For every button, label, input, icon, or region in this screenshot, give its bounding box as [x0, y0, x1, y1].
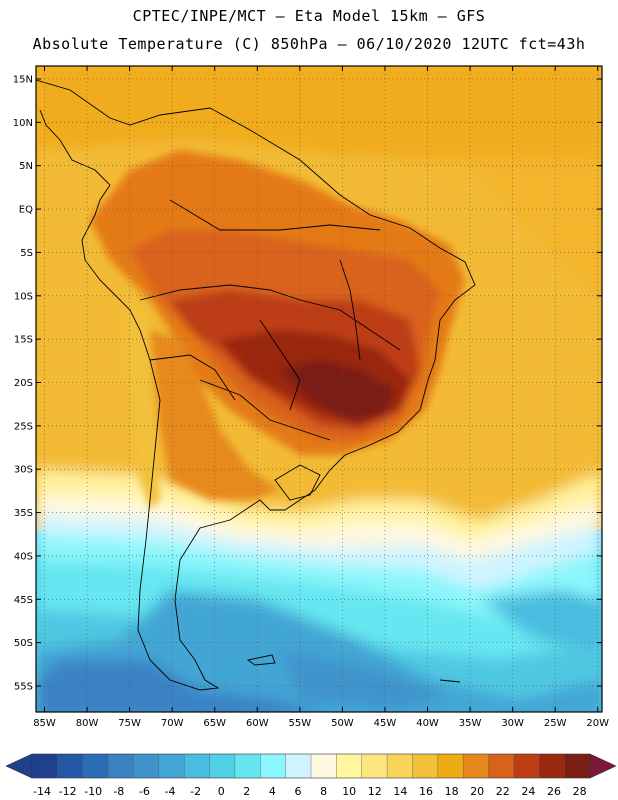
colorbar-label: -10 [84, 785, 102, 798]
temperature-field [36, 66, 602, 712]
lat-label: EQ [19, 205, 33, 216]
colorbar-label: -12 [59, 785, 77, 798]
colorbar-label: 14 [393, 785, 407, 798]
colorbar-label: -14 [33, 785, 51, 798]
lat-label: 35S [14, 508, 33, 519]
colorbar-swatch [32, 754, 58, 778]
colorbar-swatch [260, 754, 286, 778]
lat-label: 40S [14, 551, 33, 562]
lat-label: 30S [14, 465, 33, 476]
colorbar-label: 16 [419, 785, 433, 798]
lat-label: 15S [14, 335, 33, 346]
colorbar-swatch [564, 754, 591, 778]
colorbar-label: 12 [368, 785, 382, 798]
colorbar-swatch [184, 754, 210, 778]
colorbar-swatch [57, 754, 84, 778]
lat-label: 10N [13, 118, 33, 129]
map-subtitle: Absolute Temperature (C) 850hPa – 06/10/… [32, 35, 586, 53]
coastlines [36, 79, 476, 691]
colorbar-swatch [133, 754, 160, 778]
longitude-axis: 85W 80W 75W 70W 65W 60W 55W 50W 45W 40W 35W 30W 25W 2… [33, 66, 609, 729]
colorbar-swatch [336, 754, 363, 778]
colorbar-label: -2 [190, 785, 201, 798]
colorbar-label: -8 [113, 785, 124, 798]
colorbar-label: -6 [139, 785, 150, 798]
map-title: CPTEC/INPE/MCT – Eta Model 15km – GFS [132, 7, 486, 25]
colorbar-swatch [285, 754, 312, 778]
colorbar-under-arrow [5, 753, 33, 779]
colorbar-swatch [488, 754, 515, 778]
lon-label: 35W [459, 718, 482, 729]
colorbar-swatch [108, 754, 134, 778]
lon-label: 30W [501, 718, 524, 729]
lon-label: 65W [203, 718, 226, 729]
lat-label: 20S [14, 378, 33, 389]
colorbar-swatch [158, 754, 185, 778]
lon-label: 70W [161, 718, 184, 729]
lat-label: 45S [14, 595, 33, 606]
colorbar-label: 24 [521, 785, 535, 798]
colorbar-swatch [463, 754, 489, 778]
colorbar-swatch [209, 754, 236, 778]
lon-label: 45W [374, 718, 397, 729]
lat-label: 25S [14, 421, 33, 432]
lon-label: 20W [586, 718, 609, 729]
colorbar-over-arrow [589, 753, 617, 779]
colorbar-label: -4 [165, 785, 176, 798]
lon-label: 55W [289, 718, 312, 729]
colorbar-label: 26 [547, 785, 561, 798]
colorbar-label: 4 [269, 785, 276, 798]
lon-label: 75W [118, 718, 141, 729]
colorbar-swatch [387, 754, 413, 778]
colorbar-swatch [311, 754, 337, 778]
colorbar-label: 6 [295, 785, 302, 798]
colorbar: -14 -12 -10 -8 -6 -4 -2 0 2 4 6 8 10 12 14 16 18 20 22 24 26… [5, 753, 617, 798]
colorbar-label: 0 [218, 785, 225, 798]
lat-label: 50S [14, 638, 33, 649]
lon-label: 60W [246, 718, 269, 729]
lat-label: 55S [14, 681, 33, 692]
lon-label: 25W [544, 718, 567, 729]
lat-label: 5N [19, 161, 33, 172]
colorbar-swatch [82, 754, 109, 778]
lon-label: 80W [76, 718, 99, 729]
lat-label: 15N [13, 75, 33, 86]
colorbar-swatch [539, 754, 565, 778]
colorbar-label: 18 [445, 785, 459, 798]
colorbar-swatch [412, 754, 439, 778]
colorbar-swatch [513, 754, 540, 778]
lon-label: 40W [416, 718, 439, 729]
lon-label: 50W [331, 718, 354, 729]
colorbar-label: 8 [320, 785, 327, 798]
colorbar-label: 22 [496, 785, 510, 798]
lat-label: 10S [14, 291, 33, 302]
colorbar-label: 20 [470, 785, 484, 798]
colorbar-swatch [234, 754, 261, 778]
lat-label: 5S [20, 248, 33, 259]
colorbar-swatch [361, 754, 388, 778]
colorbar-label: 2 [243, 785, 250, 798]
colorbar-swatch [437, 754, 464, 778]
colorbar-label: 28 [573, 785, 587, 798]
colorbar-label: 10 [342, 785, 356, 798]
latitude-axis: 15N 10N 5N EQ 5S 10S 15S 20S 25S 30S 35S 40S 45S 50S 5… [13, 75, 602, 692]
map-frame [35, 65, 603, 713]
lon-label: 85W [33, 718, 56, 729]
